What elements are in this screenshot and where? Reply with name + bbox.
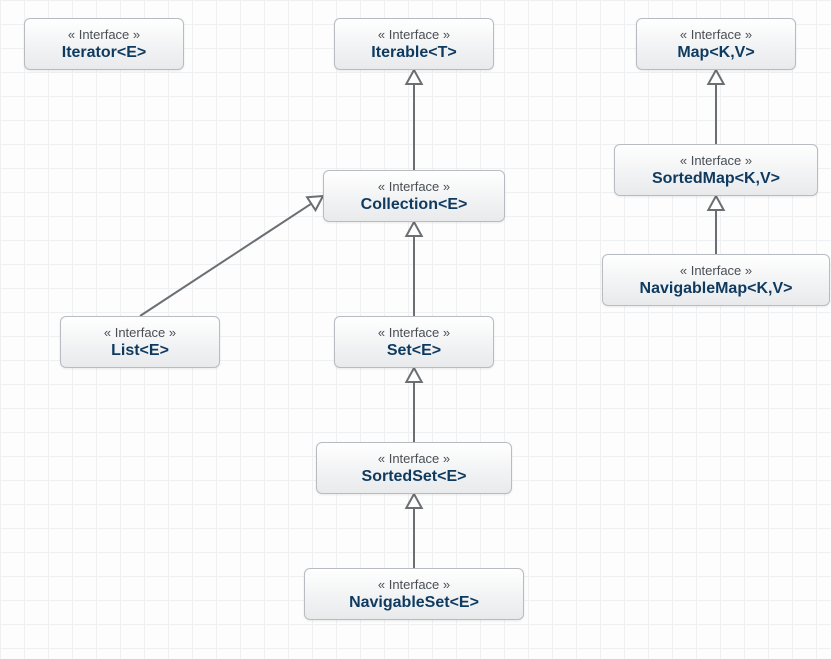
interface-name: List<E>: [77, 342, 203, 360]
generic-params: <E>: [450, 594, 479, 611]
node-iterable: « Interface » Iterable<T>: [334, 18, 494, 70]
generic-params: <E>: [140, 342, 169, 359]
node-navigableset: « Interface » NavigableSet<E>: [304, 568, 524, 620]
interface-name: SortedMap<K,V>: [631, 170, 801, 188]
stereotype-label: « Interface »: [619, 263, 813, 278]
stereotype-label: « Interface »: [631, 153, 801, 168]
stereotype-label: « Interface »: [351, 27, 477, 42]
interface-name: Collection<E>: [340, 196, 488, 214]
node-sortedset: « Interface » SortedSet<E>: [316, 442, 512, 494]
node-collection: « Interface » Collection<E>: [323, 170, 505, 222]
generalization-arrowhead: [406, 494, 421, 508]
generic-params: <K,V>: [735, 170, 780, 187]
generic-params: <E>: [117, 44, 146, 61]
interface-name: SortedSet<E>: [333, 468, 495, 486]
interface-name: Iterable<T>: [351, 44, 477, 62]
stereotype-label: « Interface »: [333, 451, 495, 466]
generic-params: <E>: [438, 196, 467, 213]
generic-params: <E>: [437, 468, 466, 485]
stereotype-label: « Interface »: [41, 27, 167, 42]
generalization-arrowhead: [708, 196, 723, 210]
generic-params: <E>: [412, 342, 441, 359]
generalization-arrowhead: [307, 196, 323, 210]
generalization-arrowhead: [406, 222, 421, 236]
interface-name: Iterator<E>: [41, 44, 167, 62]
generic-params: <K,V>: [747, 280, 792, 297]
stereotype-label: « Interface »: [351, 325, 477, 340]
stereotype-label: « Interface »: [77, 325, 203, 340]
stereotype-label: « Interface »: [653, 27, 779, 42]
generic-params: <K,V>: [709, 44, 754, 61]
node-set: « Interface » Set<E>: [334, 316, 494, 368]
generic-params: <T>: [428, 44, 456, 61]
interface-name: NavigableSet<E>: [321, 594, 507, 612]
generalization-arrowhead: [406, 368, 421, 382]
node-list: « Interface » List<E>: [60, 316, 220, 368]
node-iterator: « Interface » Iterator<E>: [24, 18, 184, 70]
stereotype-label: « Interface »: [340, 179, 488, 194]
stereotype-label: « Interface »: [321, 577, 507, 592]
generalization-arrowhead: [708, 70, 723, 84]
generalization-arrowhead: [406, 70, 421, 84]
interface-name: Map<K,V>: [653, 44, 779, 62]
node-navigablemap: « Interface » NavigableMap<K,V>: [602, 254, 830, 306]
node-sortedmap: « Interface » SortedMap<K,V>: [614, 144, 818, 196]
node-map: « Interface » Map<K,V>: [636, 18, 796, 70]
edge-line: [140, 204, 311, 316]
interface-name: NavigableMap<K,V>: [619, 280, 813, 298]
interface-name: Set<E>: [351, 342, 477, 360]
